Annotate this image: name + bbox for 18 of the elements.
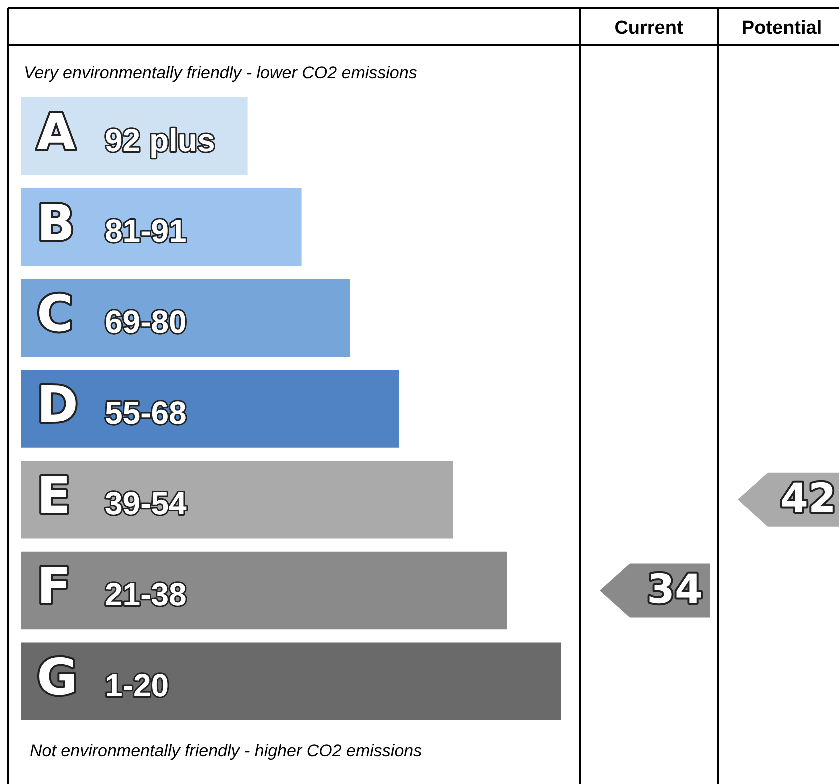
y-tick-label: C 69-80 <box>37 285 187 344</box>
bar <box>21 460 453 539</box>
text: Current <box>614 18 684 40</box>
y-tick-label: E 39-54 <box>37 466 188 525</box>
y-tick-label: G 1-20 <box>37 648 170 707</box>
y-tick-label: D 55-68 <box>37 376 187 434</box>
bar <box>21 370 399 448</box>
text: Very environmentally friendly - lower CO2 emissions <box>24 64 418 83</box>
y-tick-label: F 21-38 <box>37 558 187 616</box>
y-tick-label: A 92 plus <box>37 103 216 162</box>
text: Potential <box>742 18 822 40</box>
text: Not environmentally friendly - higher CO2 emissions <box>30 742 423 761</box>
bar <box>21 642 561 720</box>
text: 34 <box>647 567 703 614</box>
bar <box>21 279 350 358</box>
text: 42 <box>780 476 836 522</box>
y-tick-label: B 81-91 <box>37 194 187 252</box>
bar <box>21 552 507 630</box>
